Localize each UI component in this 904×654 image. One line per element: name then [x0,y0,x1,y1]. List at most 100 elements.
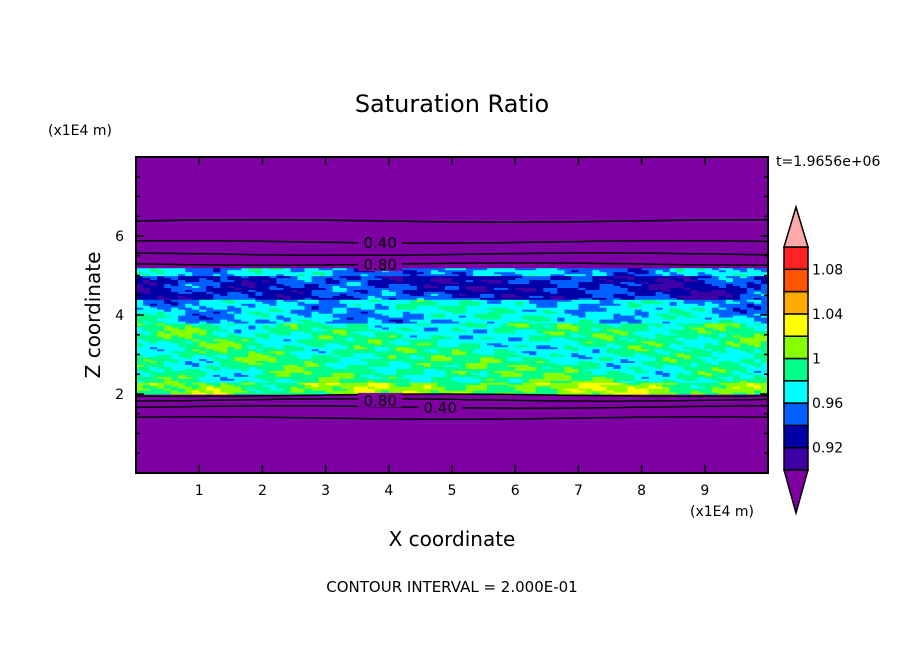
field-cell [339,384,348,387]
field-cell [220,334,228,338]
field-cell [164,301,172,304]
field-cell [192,332,200,336]
field-cell [339,293,348,296]
field-cell [283,338,292,342]
field-cell [445,390,453,393]
field-cell [711,350,720,354]
field-cell [711,291,720,294]
field-cell [402,340,411,344]
field-cell [234,364,242,367]
field-cell [409,283,418,286]
field-cell [662,356,671,360]
field-cell [613,358,622,362]
field-cell [402,307,411,310]
field-cell [276,299,284,302]
field-cell [311,348,320,352]
field-cell [711,386,720,389]
field-cell [452,338,460,342]
field-cell [234,390,242,393]
field-cell [529,289,537,292]
field-cell [332,376,341,379]
field-cell [178,317,186,320]
field-cell [199,289,207,292]
field-cell [136,320,144,324]
field-cell [761,340,769,344]
field-cell [697,360,706,363]
field-cell [374,348,383,352]
field-cell [732,299,741,302]
field-cell [416,307,425,310]
field-cell [487,374,495,377]
field-cell [487,386,495,389]
field-cell [164,354,172,358]
field-cell [262,354,270,358]
field-cell [171,358,179,362]
field-cell [634,360,643,363]
field-cell [395,289,404,292]
field-cell [536,319,544,322]
field-cell [655,285,664,288]
field-cell [522,354,530,358]
field-cell [220,372,228,375]
field-cell [487,287,495,290]
field-cell [564,350,572,354]
field-cell [360,348,369,352]
field-cell [445,372,453,375]
field-cell [395,388,404,391]
field-cell [234,334,242,338]
field-cell [234,315,242,318]
field-cell [725,307,734,310]
field-cell [438,332,446,336]
field-cell [255,356,263,360]
field-cell [438,348,446,352]
field-cell [339,287,348,290]
field-cell [480,289,488,292]
field-cell [746,378,755,381]
field-cell [185,370,193,373]
field-cell [402,376,411,379]
field-cell [599,319,608,322]
field-cell [438,326,446,330]
field-cell [634,297,643,300]
field-cell [332,356,341,360]
field-cell [606,360,615,363]
field-cell [606,356,615,360]
field-cell [620,326,629,330]
field-cell [690,370,699,373]
field-cell [304,392,313,395]
field-cell [487,309,495,312]
field-cell [409,354,418,358]
field-cell [318,297,327,300]
field-cell [248,352,256,356]
field-cell [648,378,657,381]
field-cell [423,380,432,383]
field-cell [381,382,390,385]
field-cell [473,344,481,348]
field-cell [704,380,713,383]
field-cell [297,360,306,363]
field-cell [283,382,292,385]
field-cell [332,328,341,332]
field-cell [304,322,313,326]
field-cell [430,356,439,360]
field-cell [655,297,664,300]
field-cell [185,291,193,294]
field-cell [367,364,376,367]
field-cell [178,324,186,328]
field-cell [157,287,165,290]
field-cell [452,311,460,314]
field-cell [227,364,235,367]
field-cell [416,297,425,300]
field-cell [761,291,769,294]
field-cell [754,324,762,328]
field-cell [241,380,249,383]
field-cell [164,322,172,326]
field-cell [438,338,446,342]
field-cell [241,326,249,330]
field-cell [143,380,151,383]
field-cell [171,299,179,302]
field-cell [754,378,762,381]
field-cell [290,330,299,334]
field-cell [339,352,348,356]
field-cell [423,303,432,306]
